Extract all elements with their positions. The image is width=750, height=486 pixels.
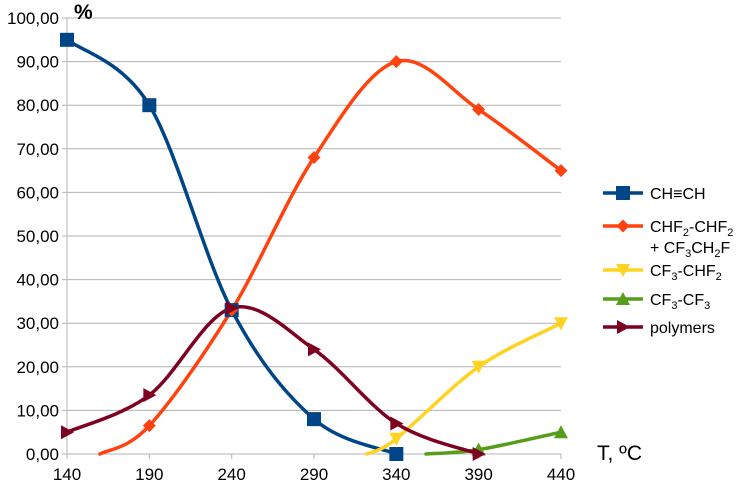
data-point [389, 447, 404, 461]
series-markers [60, 32, 568, 461]
y-tick-label: 50,00 [16, 227, 59, 246]
series-line [364, 321, 563, 456]
data-point [390, 416, 404, 431]
data-point [472, 447, 486, 461]
data-point [143, 388, 157, 403]
y-tick-label: 0,00 [26, 445, 59, 464]
x-tick-label: 290 [300, 465, 328, 484]
data-point [472, 103, 486, 117]
x-tick-label: 140 [53, 465, 81, 484]
legend-marker [617, 320, 630, 334]
axes: 0,00 10,00 20,00 30,00 40,00 50,00 60,00 70,00 8… [7, 9, 575, 484]
data-point [307, 412, 321, 427]
legend-marker [616, 264, 630, 277]
data-point [142, 419, 156, 433]
y-tick-label: 70,00 [16, 140, 59, 159]
data-point [308, 342, 321, 357]
x-axis-label: T, ºC [597, 442, 642, 465]
x-tick-label: 190 [135, 465, 163, 484]
legend-marker [616, 219, 630, 233]
grid-lines [62, 17, 561, 455]
legend-label: CF3-CHF2 [650, 263, 722, 283]
legend-label: polymers [650, 320, 715, 337]
series-line [65, 38, 399, 456]
data-point [389, 432, 404, 446]
legend-marker [616, 186, 630, 200]
data-point [142, 98, 157, 113]
legend-marker [616, 292, 630, 305]
y-tick-label: 30,00 [16, 314, 59, 333]
y-tick-label: 10,00 [16, 401, 59, 420]
x-tick-label: 340 [382, 465, 410, 484]
x-tick-label: 390 [464, 465, 492, 484]
legend: CH≡CH CHF2-CHF2+ CF3CH2F CF3-CHF2 CF3-CF3 po… [603, 186, 733, 337]
y-tick-label: 80,00 [16, 96, 59, 115]
data-point [61, 425, 74, 440]
series-line [65, 304, 481, 456]
y-axis-label: % [74, 1, 93, 24]
data-point [307, 151, 321, 165]
data-point [60, 32, 74, 47]
y-tick-label: 90,00 [16, 53, 59, 72]
x-tick-label: 440 [547, 465, 575, 484]
data-point [554, 317, 568, 331]
data-point [471, 360, 486, 374]
y-tick-label: 60,00 [16, 183, 59, 202]
series-line [98, 58, 563, 456]
y-tick-label: 100,00 [7, 9, 59, 28]
legend-label: + CF3CH2F [650, 240, 730, 260]
series-lines [65, 38, 563, 456]
legend-label: CF3-CF3 [650, 292, 710, 312]
y-tick-label: 20,00 [16, 358, 59, 377]
legend-label: CHF2-CHF2 [650, 219, 733, 239]
data-point [554, 425, 568, 439]
data-point [225, 300, 239, 315]
legend-label: CH≡CH [650, 186, 706, 203]
y-tick-label: 40,00 [16, 271, 59, 290]
data-point [389, 55, 403, 69]
data-point [554, 164, 568, 178]
x-tick-label: 240 [217, 465, 245, 484]
